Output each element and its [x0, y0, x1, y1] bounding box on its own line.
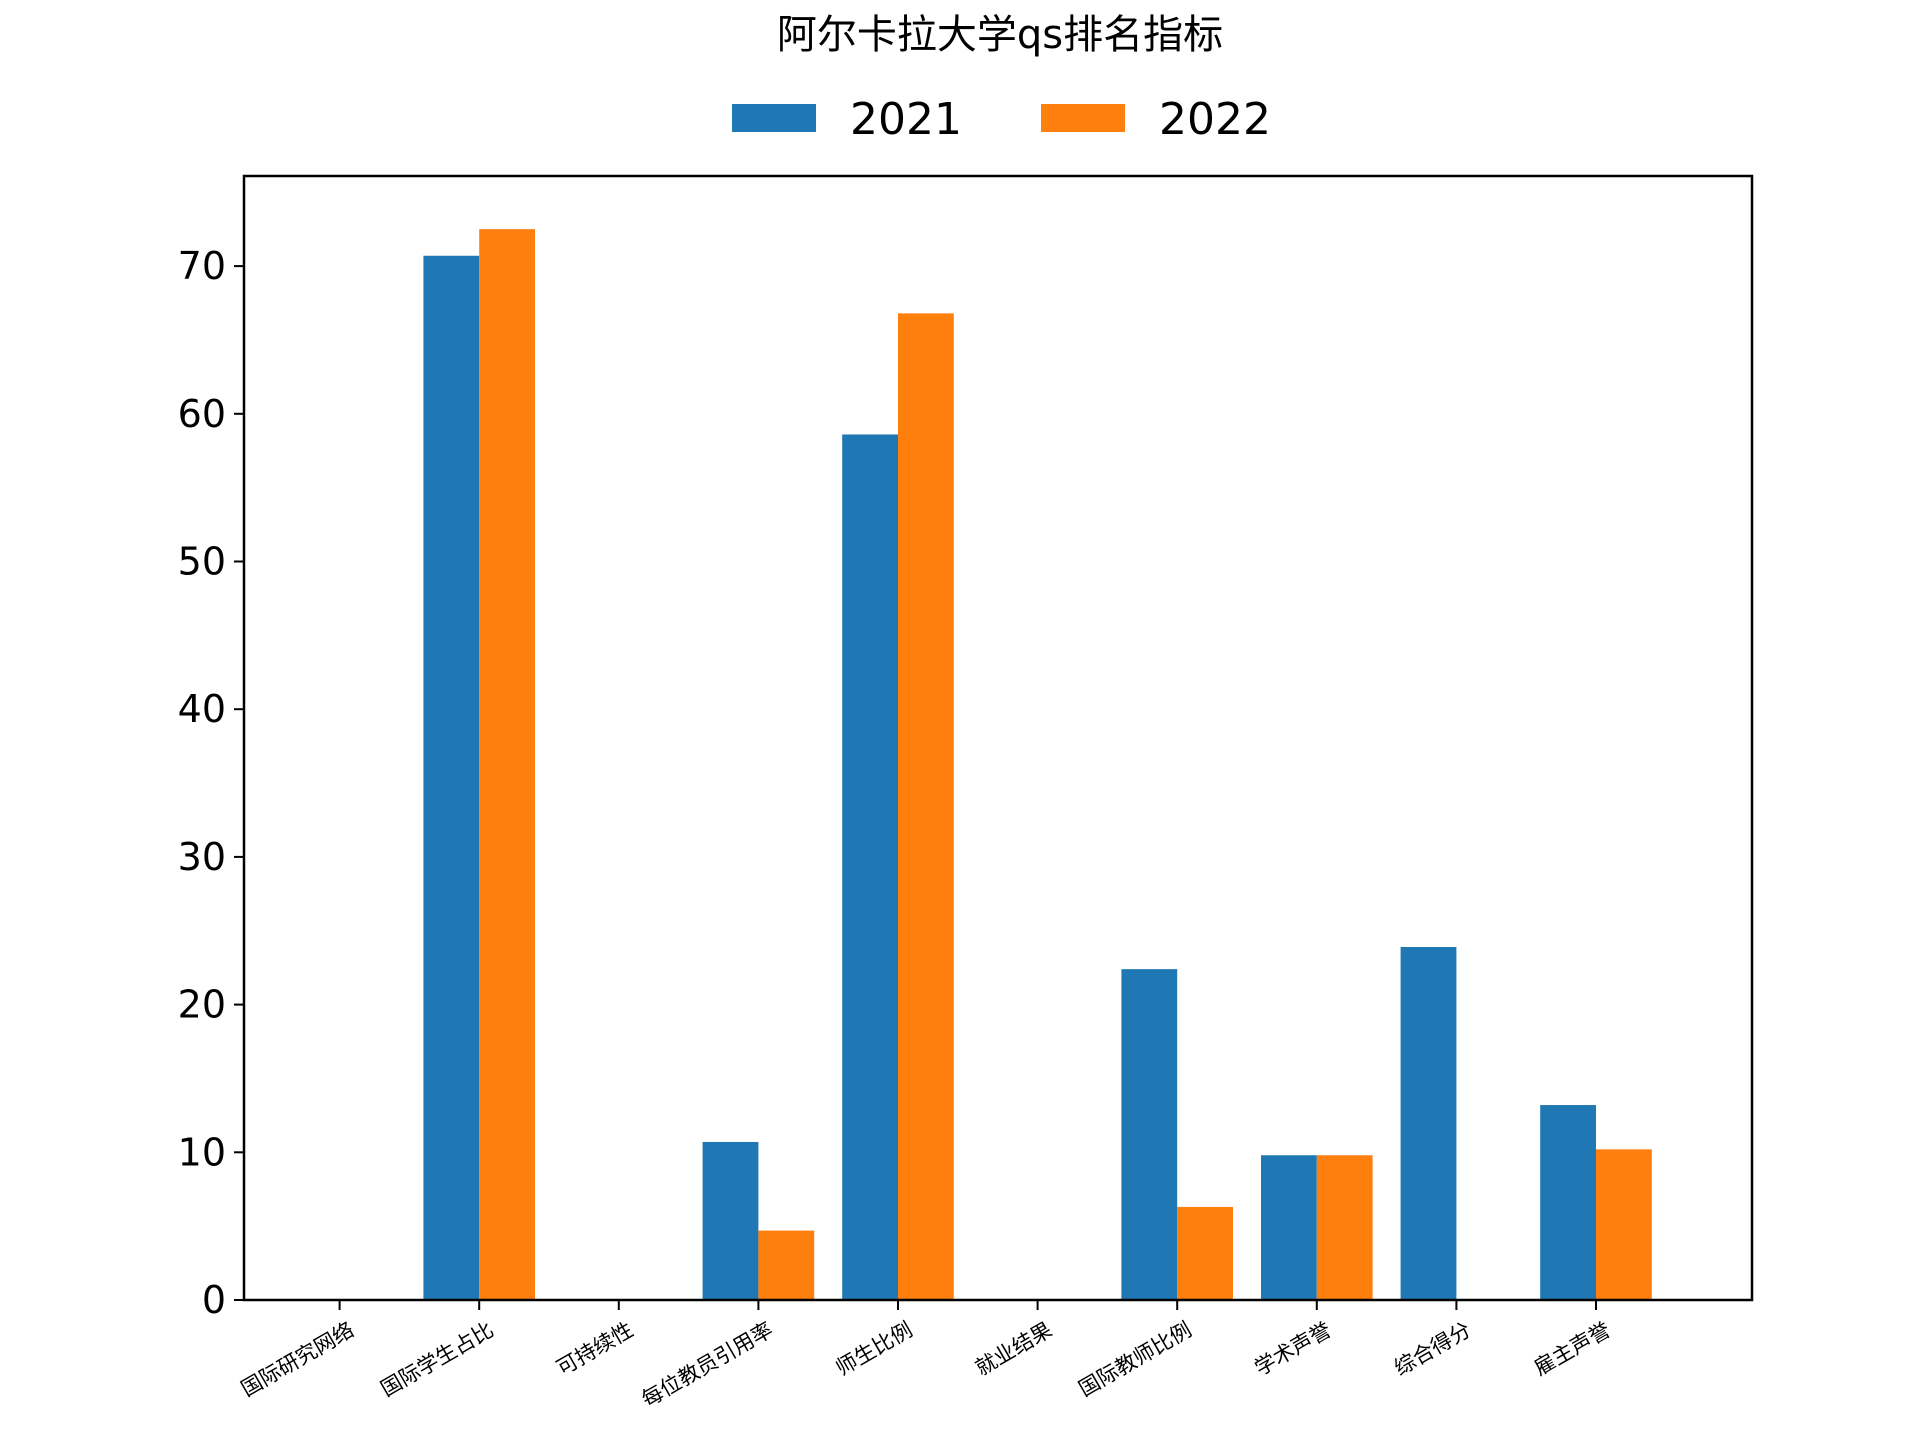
legend-label-2021: 2021 — [850, 94, 962, 145]
bar-2022-6 — [1177, 1206, 1233, 1300]
legend-label-2022: 2022 — [1159, 94, 1271, 145]
x-tick-label: 国际学生占比 — [377, 1318, 498, 1402]
bar-2022-7 — [1316, 1155, 1373, 1300]
plot-frame — [242, 174, 1754, 1302]
x-axis: 国际研究网络 国际学生占比 可持续性 每位教员引用率 师生比例 就业结果 国际教师比例 学术声… — [237, 1300, 1615, 1412]
bar-2021-3 — [702, 1141, 759, 1300]
y-tick-label: 10 — [178, 1130, 226, 1174]
y-tick-label: 60 — [178, 392, 226, 436]
x-tick-label: 国际教师比例 — [1075, 1318, 1196, 1402]
x-tick-label: 国际研究网络 — [237, 1318, 358, 1402]
x-tick-label: 雇主声誉 — [1530, 1318, 1615, 1381]
x-tick-label: 师生比例 — [832, 1318, 917, 1381]
x-tick-label: 学术声誉 — [1251, 1318, 1336, 1381]
bars-group — [423, 229, 1652, 1301]
bar-2021-9 — [1540, 1105, 1596, 1300]
x-tick-label: 每位教员引用率 — [638, 1318, 777, 1412]
y-tick-label: 50 — [178, 540, 226, 584]
y-tick-label: 20 — [178, 983, 226, 1027]
y-tick-label: 30 — [178, 835, 226, 879]
bar-2021-6 — [1121, 969, 1178, 1300]
x-tick-label: 可持续性 — [553, 1318, 638, 1381]
y-tick-label: 40 — [178, 687, 226, 731]
bar-2022-1 — [479, 229, 535, 1300]
chart-title: 阿尔卡拉大学qs排名指标 — [777, 12, 1223, 58]
bar-2022-9 — [1596, 1149, 1652, 1300]
bar-2021-8 — [1400, 947, 1457, 1300]
x-tick-label: 综合得分 — [1390, 1318, 1475, 1381]
bar-2021-7 — [1261, 1155, 1317, 1300]
legend: 2021 2022 — [732, 94, 1271, 145]
legend-swatch-2022 — [1041, 104, 1125, 132]
bar-2021-1 — [423, 255, 480, 1300]
bar-2022-4 — [898, 313, 954, 1300]
y-tick-label: 70 — [178, 244, 226, 288]
bar-2021-4 — [842, 434, 898, 1301]
y-tick-label: 0 — [202, 1278, 226, 1322]
x-tick-label: 就业结果 — [971, 1318, 1056, 1381]
y-axis: 0 10 20 30 40 50 60 70 — [178, 244, 244, 1322]
bar-2022-3 — [758, 1230, 815, 1300]
legend-swatch-2021 — [732, 104, 816, 132]
